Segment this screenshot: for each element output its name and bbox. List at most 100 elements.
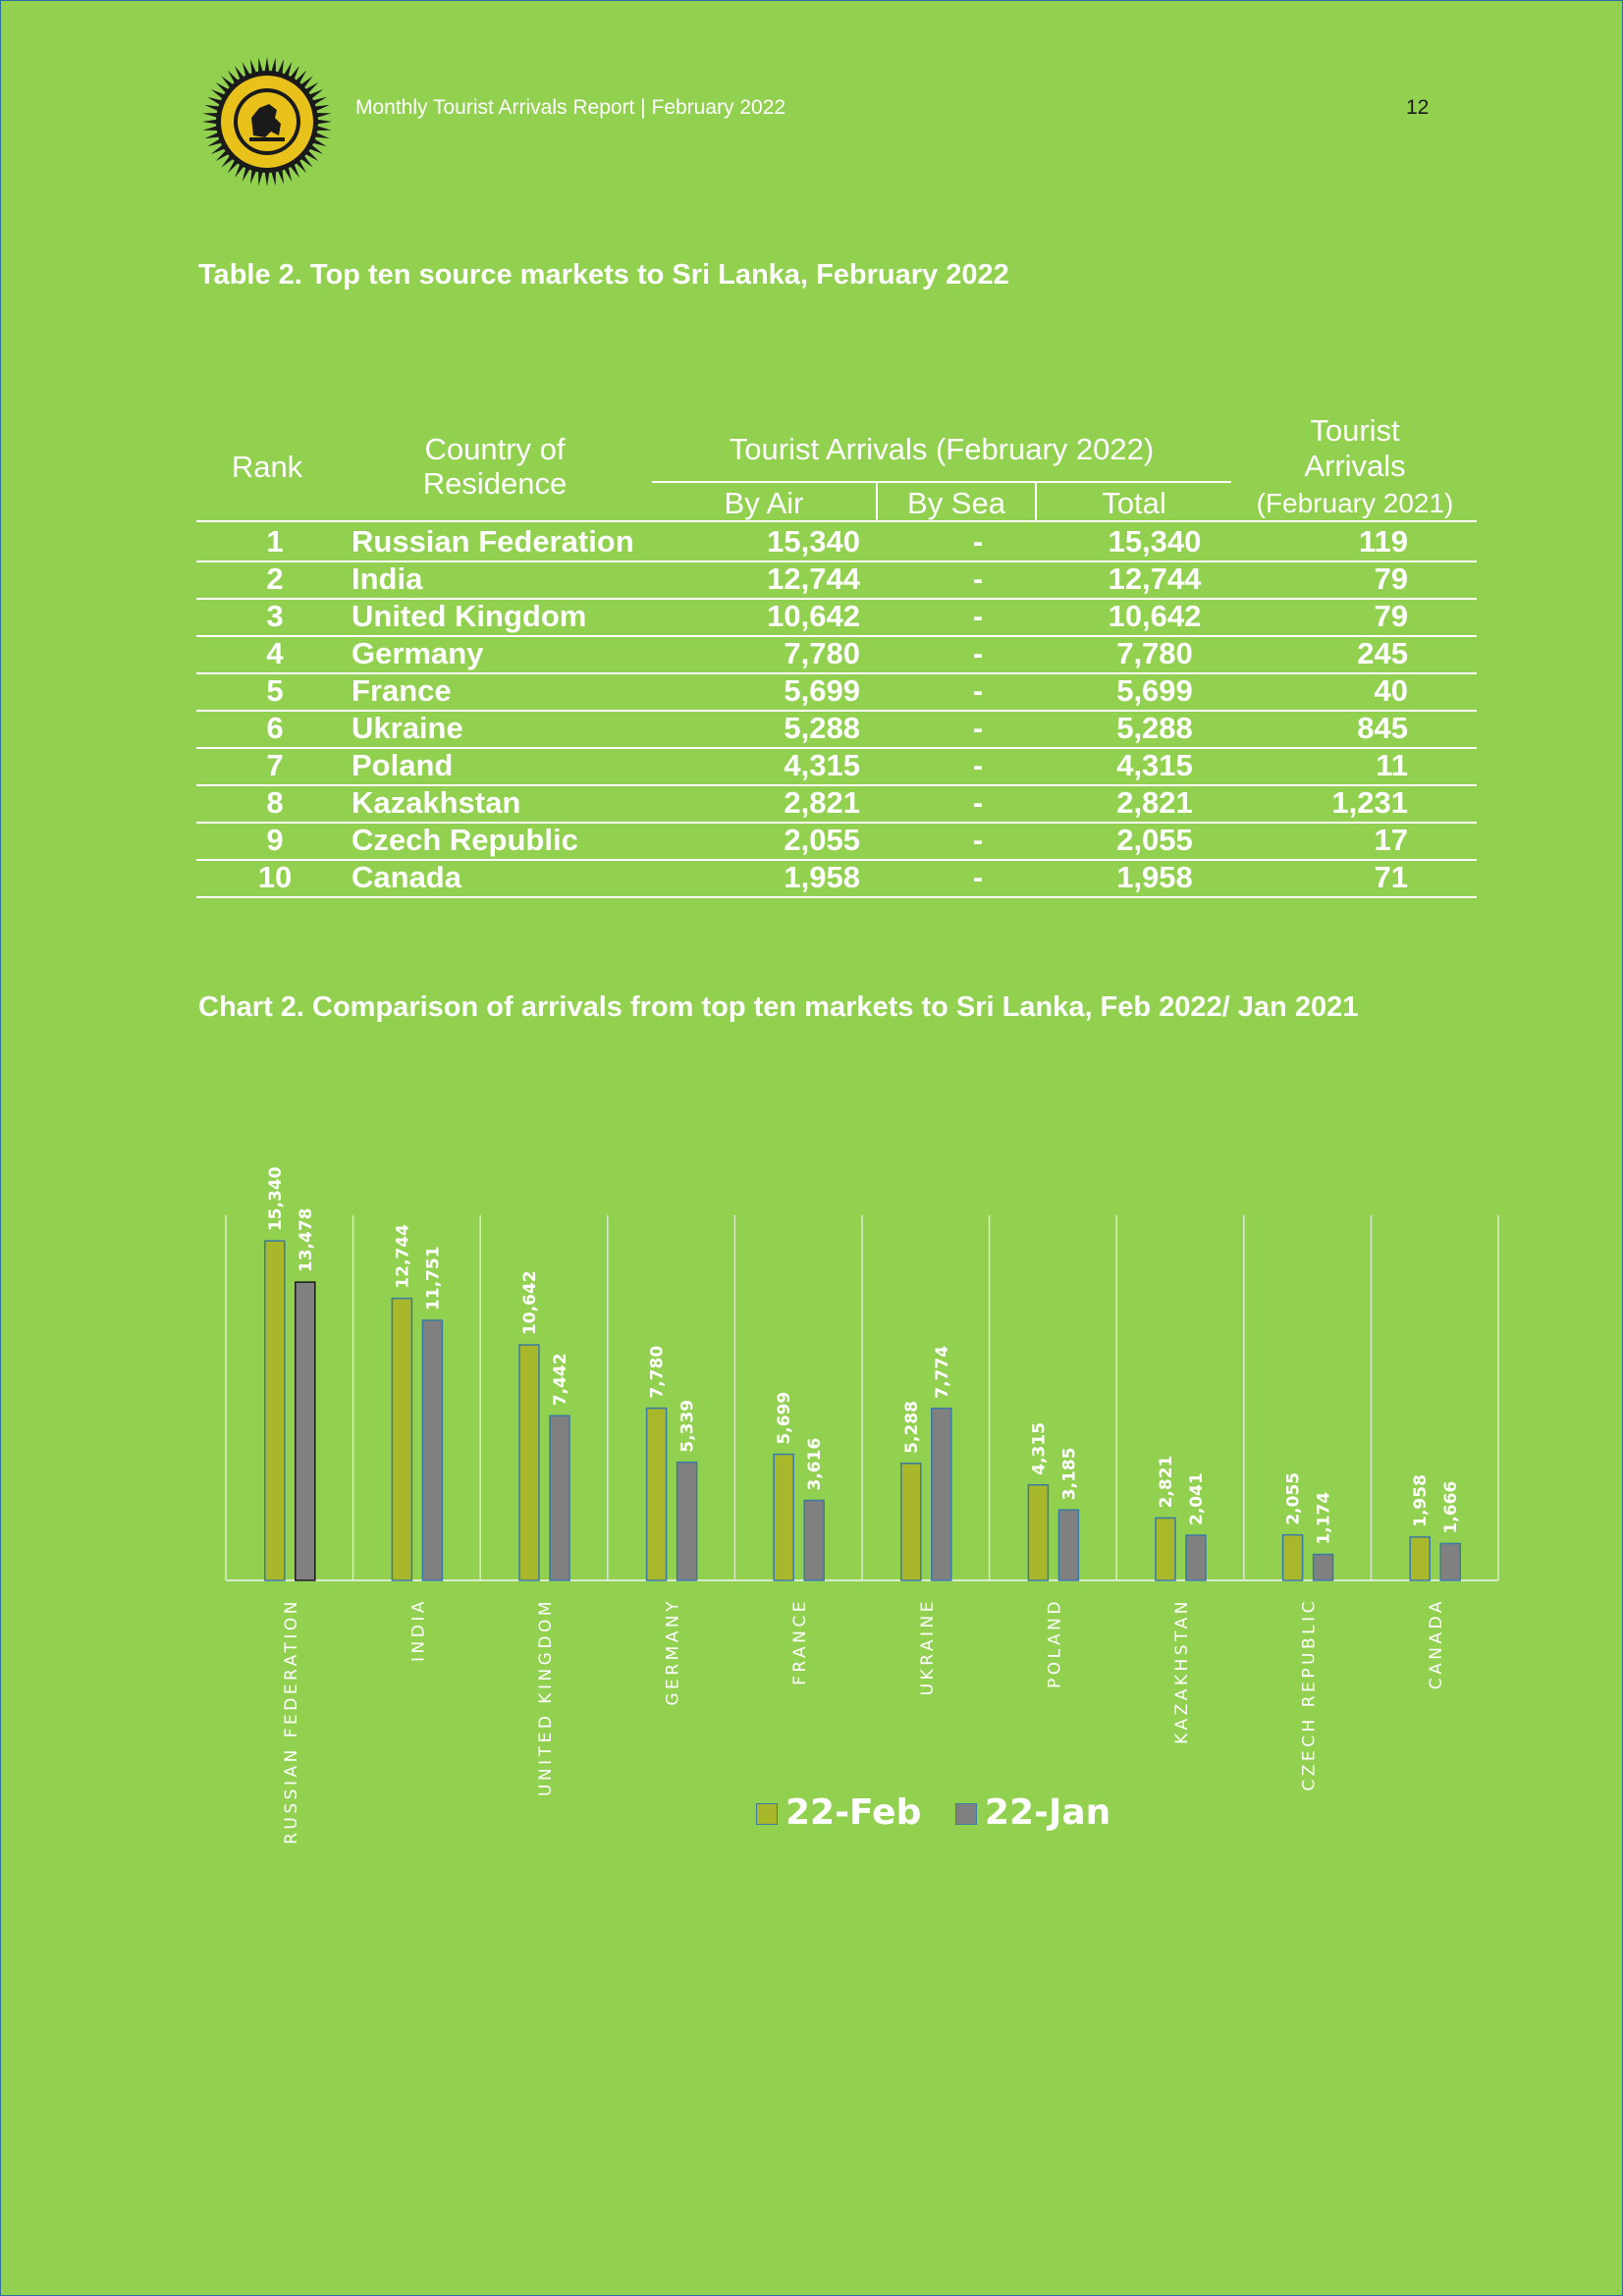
prev-year-cell: 1,231 bbox=[1331, 785, 1408, 820]
bar-jan bbox=[295, 1281, 316, 1581]
category-label: GERMANY bbox=[664, 1598, 683, 1706]
by-sea-cell: - bbox=[972, 524, 984, 559]
by-sea-cell: - bbox=[972, 673, 984, 708]
bar-feb bbox=[773, 1453, 794, 1581]
bar-jan bbox=[549, 1415, 570, 1581]
legend-label-jan: 22-Jan bbox=[984, 1792, 1111, 1833]
rank-cell: 6 bbox=[266, 711, 284, 745]
country-cell: France bbox=[352, 673, 452, 708]
rank-cell: 7 bbox=[266, 748, 284, 782]
rank-cell: 8 bbox=[266, 785, 284, 820]
category-label: FRANCE bbox=[790, 1598, 810, 1685]
total-cell: 2,821 bbox=[1116, 785, 1193, 820]
header-country-line2: Residence bbox=[422, 466, 568, 501]
by-sea-cell: - bbox=[972, 711, 984, 745]
bar-jan bbox=[1439, 1542, 1461, 1581]
legend-item-jan: 22-Jan bbox=[954, 1792, 1111, 1833]
header-divider bbox=[1035, 483, 1037, 522]
row-separator bbox=[196, 896, 1477, 898]
category-label: UKRAINE bbox=[918, 1598, 938, 1695]
bar-jan bbox=[676, 1461, 698, 1581]
table-row: 7 Poland 4,315 - 4,315 11 bbox=[196, 748, 1477, 786]
bar-jan bbox=[421, 1319, 444, 1581]
by-sea-cell: - bbox=[972, 823, 984, 857]
bar-jan bbox=[803, 1499, 825, 1581]
rank-cell: 2 bbox=[266, 561, 284, 596]
by-sea-cell: - bbox=[972, 561, 984, 596]
bar-jan bbox=[1057, 1509, 1080, 1581]
sri-lanka-tourism-logo bbox=[202, 57, 332, 187]
header-prev-line1: Tourist bbox=[1310, 413, 1400, 448]
prev-year-cell: 119 bbox=[1358, 524, 1408, 559]
row-separator bbox=[196, 784, 1477, 786]
country-cell: United Kingdom bbox=[352, 599, 587, 633]
row-separator bbox=[196, 635, 1477, 637]
prev-year-cell: 71 bbox=[1374, 860, 1408, 894]
legend-label-feb: 22-Feb bbox=[785, 1792, 922, 1833]
row-separator bbox=[196, 561, 1477, 562]
page-number: 12 bbox=[1406, 96, 1430, 119]
data-label: 2,041 bbox=[1187, 1472, 1207, 1525]
data-label: 1,958 bbox=[1411, 1474, 1431, 1527]
table-row: 6 Ukraine 5,288 - 5,288 845 bbox=[196, 711, 1477, 749]
data-label: 12,744 bbox=[393, 1224, 412, 1289]
category-label: KAZAKHSTAN bbox=[1172, 1598, 1192, 1744]
header-total: Total bbox=[1102, 486, 1166, 520]
total-cell: 5,288 bbox=[1116, 711, 1193, 745]
chart-title: Chart 2. Comparison of arrivals from top… bbox=[198, 991, 1359, 1023]
table-row: 4 Germany 7,780 - 7,780 245 bbox=[196, 636, 1477, 674]
table-row: 3 United Kingdom 10,642 - 10,642 79 bbox=[196, 599, 1477, 637]
data-label: 5,339 bbox=[678, 1400, 698, 1453]
country-cell: Canada bbox=[352, 860, 461, 894]
prev-year-cell: 79 bbox=[1374, 561, 1408, 596]
row-separator bbox=[196, 822, 1477, 824]
prev-year-cell: 40 bbox=[1374, 673, 1408, 708]
header-rank: Rank bbox=[231, 450, 303, 484]
bar-feb bbox=[1409, 1536, 1431, 1581]
bar-feb bbox=[518, 1344, 540, 1581]
by-air-cell: 2,055 bbox=[784, 823, 860, 857]
country-cell: India bbox=[352, 561, 423, 596]
country-cell: Germany bbox=[352, 636, 484, 670]
bar-feb bbox=[645, 1407, 668, 1581]
rank-cell: 10 bbox=[257, 860, 293, 894]
data-label: 4,315 bbox=[1029, 1422, 1049, 1475]
bar-jan bbox=[931, 1407, 952, 1581]
header-country-line1: Country of bbox=[424, 432, 566, 466]
rank-cell: 4 bbox=[266, 636, 284, 670]
total-cell: 15,340 bbox=[1108, 524, 1202, 559]
by-air-cell: 5,699 bbox=[784, 673, 860, 708]
country-cell: Ukraine bbox=[352, 711, 463, 745]
data-label: 10,642 bbox=[520, 1270, 540, 1335]
by-sea-cell: - bbox=[972, 785, 984, 820]
data-label: 3,616 bbox=[805, 1438, 825, 1491]
table-row: 2 India 12,744 - 12,744 79 bbox=[196, 561, 1477, 600]
total-cell: 12,744 bbox=[1108, 561, 1202, 596]
data-label: 7,774 bbox=[933, 1346, 952, 1399]
by-sea-cell: - bbox=[972, 860, 984, 894]
by-air-cell: 10,642 bbox=[767, 599, 860, 633]
bar-feb bbox=[264, 1240, 286, 1581]
data-label: 13,478 bbox=[297, 1208, 316, 1273]
legend-swatch-jan bbox=[954, 1803, 977, 1825]
data-label: 11,751 bbox=[423, 1246, 443, 1310]
category-label: CZECH REPUBLIC bbox=[1300, 1598, 1320, 1791]
by-air-cell: 5,288 bbox=[784, 711, 860, 745]
data-label: 2,821 bbox=[1157, 1456, 1176, 1509]
table-row: 10 Canada 1,958 - 1,958 71 bbox=[196, 860, 1477, 898]
data-label: 5,699 bbox=[775, 1392, 794, 1445]
category-label: UNITED KINGDOM bbox=[536, 1598, 556, 1796]
country-cell: Czech Republic bbox=[352, 823, 578, 857]
arrivals-comparison-chart: 15,340 13,478 RUSSIAN FEDERATION 12,744 11,7… bbox=[225, 1166, 1499, 1844]
data-label: 1,174 bbox=[1315, 1492, 1334, 1545]
prev-year-cell: 17 bbox=[1374, 823, 1408, 857]
data-label: 7,780 bbox=[648, 1346, 668, 1399]
rank-cell: 1 bbox=[266, 524, 284, 559]
total-cell: 10,642 bbox=[1108, 599, 1202, 633]
total-cell: 2,055 bbox=[1116, 823, 1193, 857]
header-divider bbox=[876, 483, 878, 522]
bar-feb bbox=[1281, 1533, 1304, 1581]
data-label: 1,666 bbox=[1441, 1481, 1461, 1534]
data-label: 7,442 bbox=[551, 1353, 570, 1406]
total-cell: 5,699 bbox=[1116, 673, 1193, 708]
